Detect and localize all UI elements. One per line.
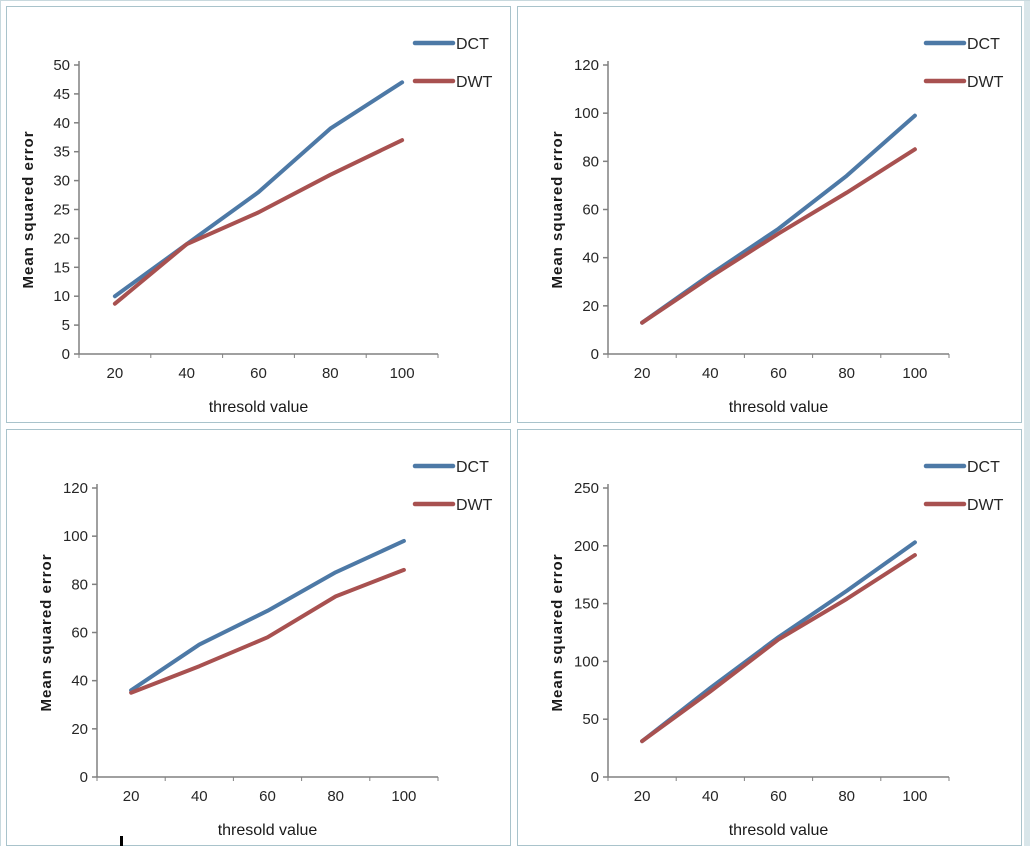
legend-label-dct: DCT [967, 36, 1000, 53]
legend-label-dct: DCT [967, 459, 1000, 476]
svg-text:80: 80 [838, 788, 855, 805]
svg-text:20: 20 [634, 788, 651, 805]
svg-text:40: 40 [582, 250, 599, 267]
svg-text:100: 100 [390, 365, 415, 382]
svg-text:60: 60 [582, 202, 599, 219]
svg-text:20: 20 [123, 788, 140, 805]
svg-text:100: 100 [391, 788, 416, 805]
svg-text:60: 60 [770, 788, 787, 805]
svg-text:100: 100 [574, 653, 599, 670]
svg-text:100: 100 [63, 528, 88, 545]
svg-text:35: 35 [53, 144, 70, 161]
chart-panel-top-right: 0 20 40 60 80 100 120 20 40 60 80 100 DCT DWT Mean squ… [517, 6, 1022, 423]
svg-text:20: 20 [582, 298, 599, 315]
legend-label-dwt: DWT [456, 497, 493, 514]
svg-text:50: 50 [582, 711, 599, 728]
svg-text:20: 20 [53, 230, 70, 247]
chart-top-left: 0 5 10 15 20 25 30 35 40 45 50 20 40 60 80 100 DCT DWT Mea… [20, 36, 493, 416]
svg-text:200: 200 [574, 538, 599, 555]
chart-bottom-right: 0 50 100 150 200 250 20 40 60 80 100 DCT DWT Mean squ… [549, 459, 1004, 839]
svg-text:60: 60 [71, 625, 88, 642]
svg-text:60: 60 [259, 788, 276, 805]
svg-text:80: 80 [322, 365, 339, 382]
chart-bottom-left: 0 20 40 60 80 100 120 20 40 60 80 100 DCT DWT Mean squ… [38, 459, 493, 839]
svg-text:250: 250 [574, 480, 599, 497]
svg-text:20: 20 [634, 365, 651, 382]
svg-text:0: 0 [591, 346, 599, 363]
svg-text:30: 30 [53, 173, 70, 190]
legend-label-dwt: DWT [456, 74, 493, 91]
cropped-caption-mark [120, 836, 123, 846]
svg-text:0: 0 [80, 769, 88, 786]
svg-text:40: 40 [53, 115, 70, 132]
chart-panel-bottom-right: 0 50 100 150 200 250 20 40 60 80 100 DCT DWT Mean squ… [517, 429, 1022, 846]
chart-panel-top-left: 0 5 10 15 20 25 30 35 40 45 50 20 40 60 80 100 DCT DWT Mea… [6, 6, 511, 423]
svg-text:150: 150 [574, 596, 599, 613]
chart-grid: 0 5 10 15 20 25 30 35 40 45 50 20 40 60 80 100 DCT DWT Mea… [6, 6, 1022, 846]
svg-text:100: 100 [574, 105, 599, 122]
legend-label-dct: DCT [456, 36, 489, 53]
svg-text:60: 60 [770, 365, 787, 382]
y-axis-title: Mean squared error [38, 553, 55, 711]
svg-text:120: 120 [63, 480, 88, 497]
x-axis-title: thresold value [729, 399, 829, 416]
svg-text:80: 80 [71, 576, 88, 593]
svg-text:60: 60 [250, 365, 267, 382]
svg-text:0: 0 [62, 346, 70, 363]
svg-text:40: 40 [178, 365, 195, 382]
svg-text:0: 0 [591, 769, 599, 786]
x-axis-title: thresold value [729, 822, 829, 839]
y-axis-title: Mean squared error [549, 553, 566, 711]
chart-panel-bottom-left: 0 20 40 60 80 100 120 20 40 60 80 100 DCT DWT Mean squ… [6, 429, 511, 846]
legend-label-dwt: DWT [967, 497, 1004, 514]
svg-text:40: 40 [191, 788, 208, 805]
svg-text:80: 80 [327, 788, 344, 805]
y-axis-title: Mean squared error [549, 130, 566, 288]
svg-text:80: 80 [838, 365, 855, 382]
y-axis-title: Mean squared error [20, 130, 37, 288]
svg-text:20: 20 [107, 365, 124, 382]
svg-text:5: 5 [62, 317, 70, 334]
svg-text:100: 100 [902, 365, 927, 382]
svg-text:100: 100 [902, 788, 927, 805]
svg-text:25: 25 [53, 202, 70, 219]
svg-text:20: 20 [71, 721, 88, 738]
svg-text:80: 80 [582, 153, 599, 170]
svg-text:120: 120 [574, 57, 599, 74]
svg-text:40: 40 [702, 365, 719, 382]
svg-text:50: 50 [53, 57, 70, 74]
svg-text:45: 45 [53, 86, 70, 103]
x-axis-title: thresold value [209, 399, 309, 416]
legend-label-dwt: DWT [967, 74, 1004, 91]
svg-text:40: 40 [71, 673, 88, 690]
svg-text:15: 15 [53, 259, 70, 276]
x-axis-title: thresold value [218, 822, 318, 839]
svg-text:40: 40 [702, 788, 719, 805]
svg-text:10: 10 [53, 288, 70, 305]
chart-top-right: 0 20 40 60 80 100 120 20 40 60 80 100 DCT DWT Mean squ… [549, 36, 1004, 416]
legend-label-dct: DCT [456, 459, 489, 476]
